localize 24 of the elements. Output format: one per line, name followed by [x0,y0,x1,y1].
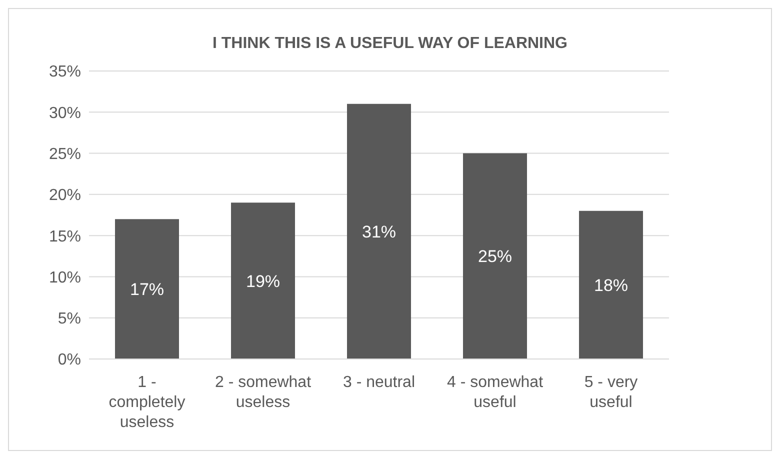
data-label: 19% [246,272,280,291]
x-tick-label: 5 - very useful [584,374,638,411]
y-tick-label: 15% [48,228,81,246]
y-tick-label: 20% [48,187,81,204]
x-tick-label: 2 - somewhat useless [214,374,312,411]
y-tick-label: 25% [48,146,81,163]
chart-title: I THINK THIS IS A USEFUL WAY OF LEARNING [212,35,568,53]
x-tick-label: 3 - neutral [342,374,416,391]
data-label: 31% [362,222,396,242]
bar [579,210,643,359]
x-tick-label: 1 - completely useless [108,374,186,431]
bar [115,219,179,359]
bar [463,153,527,359]
data-label: 18% [594,276,628,295]
data-label: 25% [478,247,512,266]
y-tick-label: 30% [48,104,81,122]
y-tick-label: 35% [48,64,81,81]
y-tick-label: 10% [48,269,81,286]
data-label: 17% [130,280,164,300]
y-tick-label: 5% [58,310,81,328]
x-tick-label: 4 - somewhat useful [446,374,544,411]
y-tick-label: 0% [58,352,81,369]
bar [347,104,411,359]
bar [231,202,295,359]
